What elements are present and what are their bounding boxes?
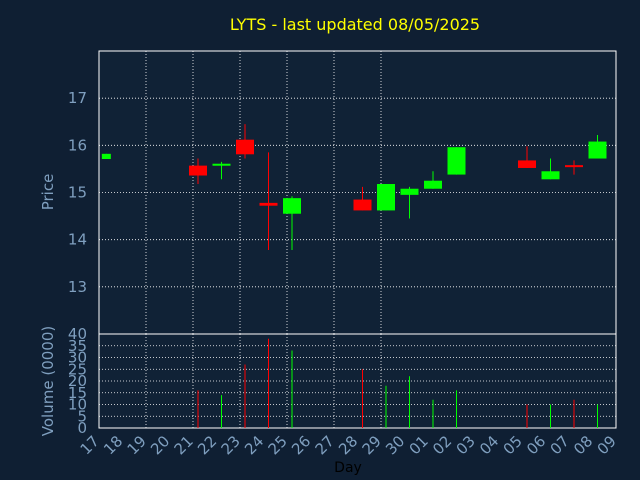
- x-tick-label: 28: [335, 432, 361, 458]
- x-tick-label: 25: [265, 432, 291, 458]
- x-tick-label: 22: [194, 432, 220, 458]
- x-tick-labels: 1718192021222324252627282930010203040506…: [77, 432, 620, 458]
- price-tick-label: 14: [68, 231, 87, 249]
- candle-body: [212, 163, 231, 166]
- volume-tick-label: 40: [68, 325, 87, 343]
- candle-body: [283, 198, 301, 214]
- volume-tick-label: 20: [68, 372, 87, 390]
- price-tick-label: 17: [68, 89, 87, 107]
- x-tick-label: 05: [500, 432, 526, 458]
- x-tick-label: 08: [570, 432, 596, 458]
- volume-tick-label: 35: [68, 337, 87, 355]
- x-tick-label: 21: [171, 432, 197, 458]
- x-tick-label: 30: [382, 432, 408, 458]
- candle-body: [588, 141, 607, 159]
- price-axis-label: Price: [39, 174, 57, 211]
- candle-body: [424, 180, 442, 189]
- candle-body: [189, 165, 207, 176]
- x-axis-label: Day: [334, 460, 362, 476]
- x-tick-label: 01: [406, 432, 432, 458]
- x-tick-label: 19: [124, 432, 150, 458]
- candle-body: [400, 188, 419, 195]
- volume-tick-label: 25: [68, 360, 87, 378]
- candle-body: [565, 165, 583, 168]
- x-tick-label: 29: [359, 432, 385, 458]
- candle-body: [353, 199, 372, 211]
- x-tick-label: 02: [429, 432, 455, 458]
- x-tick-label: 26: [288, 432, 314, 458]
- x-tick-label: 06: [523, 432, 549, 458]
- volume-tick-label: 5: [77, 407, 87, 425]
- x-tick-label: 04: [476, 432, 502, 458]
- x-tick-label: 18: [100, 432, 126, 458]
- x-tick-label: 07: [547, 432, 573, 458]
- candle-body: [447, 147, 466, 175]
- x-tick-label: 09: [594, 432, 620, 458]
- volume-tick-label: 15: [68, 384, 87, 402]
- candle-body: [259, 202, 278, 206]
- x-tick-label: 03: [453, 432, 479, 458]
- candle-body: [541, 171, 560, 180]
- price-tick-label: 16: [68, 136, 87, 154]
- volume-tick-label: 0: [77, 419, 87, 437]
- volume-tick-label: 30: [68, 349, 87, 367]
- candle-body: [236, 139, 254, 155]
- x-tick-label: 27: [312, 432, 338, 458]
- price-panel: 13 14 15 16 17: [68, 50, 617, 335]
- candle-body: [101, 153, 111, 160]
- candle-body: [518, 160, 536, 168]
- candle-body: [377, 184, 395, 211]
- price-tick-label: 13: [68, 278, 87, 296]
- volume-tick-label: 10: [68, 396, 87, 414]
- price-tick-label: 15: [68, 184, 87, 202]
- x-tick-label: 20: [147, 432, 173, 458]
- x-tick-label: 23: [218, 432, 244, 458]
- volume-axis-label: Volume (0000): [39, 326, 57, 436]
- chart-title: LYTS - last updated 08/05/2025: [230, 15, 480, 34]
- x-tick-label: 24: [241, 432, 267, 458]
